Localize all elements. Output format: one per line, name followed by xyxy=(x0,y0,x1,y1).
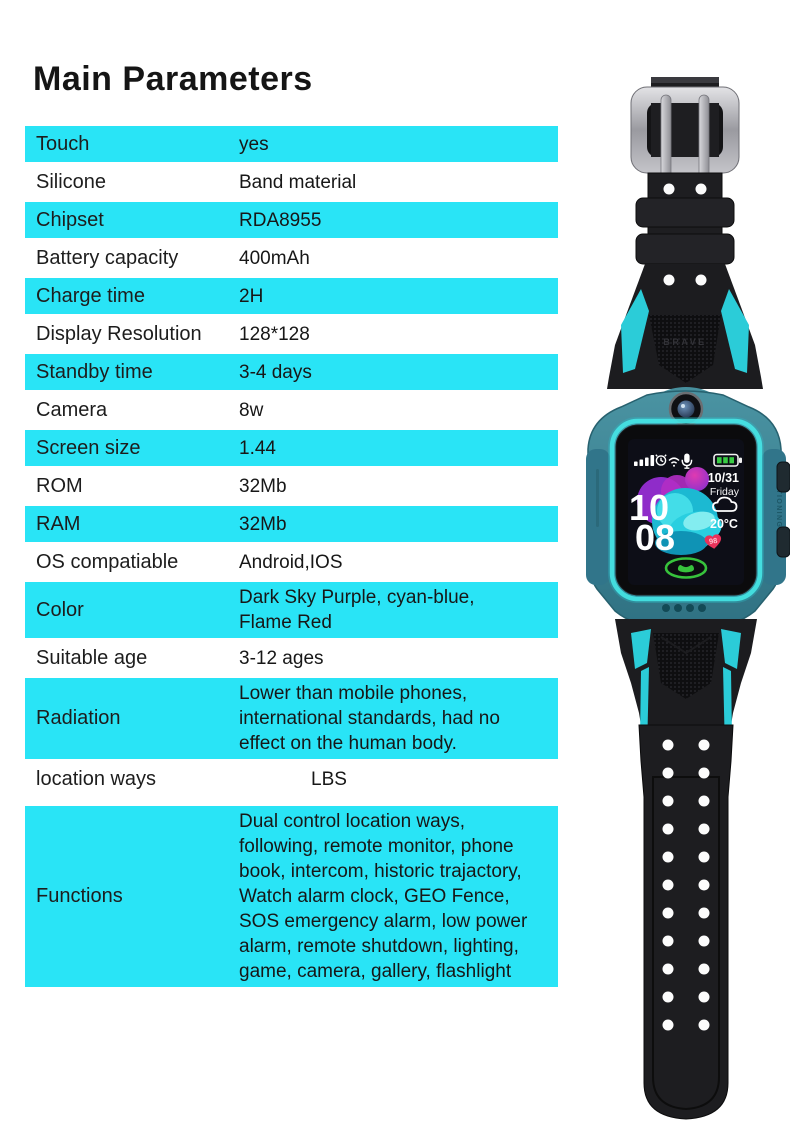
spec-label: Display Resolution xyxy=(36,322,202,345)
spec-row-age: Suitable age 3-12 ages xyxy=(25,640,558,676)
spec-value: 400mAh xyxy=(239,247,310,269)
clock-hour: 10 xyxy=(629,487,669,528)
spec-row-rom: ROM 32Mb xyxy=(25,468,558,504)
watch-strap-top: BRAVE xyxy=(607,77,763,389)
spec-value: LBS xyxy=(311,768,347,790)
spec-row-silicone: Silicone Band material xyxy=(25,164,558,200)
wifi-icon xyxy=(668,457,680,467)
spec-row-camera: Camera 8w xyxy=(25,392,558,428)
spec-value: yes xyxy=(239,133,269,155)
spec-value: 3-12 ages xyxy=(239,647,324,669)
alarm-clock-icon xyxy=(655,454,667,466)
spec-value: 128*128 xyxy=(239,323,310,345)
spec-label: Camera xyxy=(36,398,108,421)
spec-value: 32Mb xyxy=(239,475,287,497)
spec-value: Band material xyxy=(239,171,357,193)
spec-label: ROM xyxy=(36,474,83,497)
screen-date: 10/31 xyxy=(708,471,739,485)
microphone-icon xyxy=(681,453,693,469)
battery-icon xyxy=(713,453,742,467)
spec-label: Silicone xyxy=(36,170,107,193)
spec-value: 1.44 xyxy=(239,437,276,459)
clock-minute: 08 xyxy=(635,517,675,558)
spec-value: RDA8955 xyxy=(239,209,322,231)
spec-value: Dual control location ways, following, r… xyxy=(239,811,528,982)
spec-row-os: OS compatiable Android,IOS xyxy=(25,544,558,580)
spec-row-chipset: Chipset RDA8955 xyxy=(25,202,558,238)
spec-label: location ways xyxy=(36,767,157,790)
screen-weekday: Friday xyxy=(710,486,740,498)
screen-temperature: 20°C xyxy=(710,517,738,531)
watch-strap-bottom: BRAVE xyxy=(615,619,757,1120)
brand-embossed-top: BRAVE xyxy=(663,337,706,347)
spec-label: Functions xyxy=(36,885,123,907)
spec-value: Lower than mobile phones, international … xyxy=(239,683,500,754)
signal-bars-icon xyxy=(634,455,655,466)
embossed-ridge xyxy=(596,469,599,527)
spec-value: 3-4 days xyxy=(239,361,312,383)
heart-rate-icon: 98 xyxy=(704,534,722,549)
watch-side-buttons xyxy=(776,461,790,558)
main-parameters-title: Main Parameters xyxy=(33,60,313,98)
spec-row-standby: Standby time 3-4 days xyxy=(25,354,558,390)
spec-label: Touch xyxy=(36,132,90,155)
product-watch-image: BRAVE POSITIONING xyxy=(585,77,790,1127)
spec-value: Android,IOS xyxy=(239,551,343,573)
spec-row-charge-time: Charge time 2H xyxy=(25,278,558,314)
heart-rate-value: 98 xyxy=(708,536,718,546)
spec-table: Touch yes Silicone Band material Chipset… xyxy=(25,126,558,989)
spec-label: RAM xyxy=(36,512,81,535)
spec-row-radiation: Radiation Lower than mobile phones, inte… xyxy=(25,678,558,759)
spec-label: Charge time xyxy=(36,284,145,307)
spec-label: Color xyxy=(36,598,84,621)
spec-row-touch: Touch yes xyxy=(25,126,558,162)
spec-row-resolution: Display Resolution 128*128 xyxy=(25,316,558,352)
weather-cloud-icon xyxy=(712,496,738,512)
strap-holes xyxy=(662,739,710,1031)
spec-label: Chipset xyxy=(36,208,104,231)
spec-value: 32Mb xyxy=(239,513,287,535)
watch-camera-icon xyxy=(668,391,704,427)
call-button-icon xyxy=(664,557,708,579)
spec-label: Suitable age xyxy=(36,646,148,669)
spec-value: 8w xyxy=(239,399,264,421)
spec-row-location: location ways LBS xyxy=(25,761,558,797)
spec-row-battery: Battery capacity 400mAh xyxy=(25,240,558,276)
watch-screen: 10/31 Friday 10 08 20°C 98 xyxy=(628,439,744,585)
spec-label: Radiation xyxy=(36,707,121,729)
case-side-text: POSITIONING xyxy=(775,467,782,528)
spec-value: 2H xyxy=(239,285,264,307)
spec-label: Screen size xyxy=(36,436,141,459)
speaker-dots xyxy=(662,604,706,612)
watch-buckle xyxy=(630,86,740,182)
spec-row-color: Color Dark Sky Purple, cyan-blue, Flame … xyxy=(25,582,558,638)
spec-label: OS compatiable xyxy=(36,550,179,573)
spec-row-ram: RAM 32Mb xyxy=(25,506,558,542)
spec-value: Dark Sky Purple, cyan-blue, Flame Red xyxy=(239,587,475,633)
spec-label: Standby time xyxy=(36,360,153,383)
spec-row-screen-size: Screen size 1.44 xyxy=(25,430,558,466)
spec-label: Battery capacity xyxy=(36,246,179,269)
spec-row-functions: Functions Dual control location ways, fo… xyxy=(25,806,558,987)
